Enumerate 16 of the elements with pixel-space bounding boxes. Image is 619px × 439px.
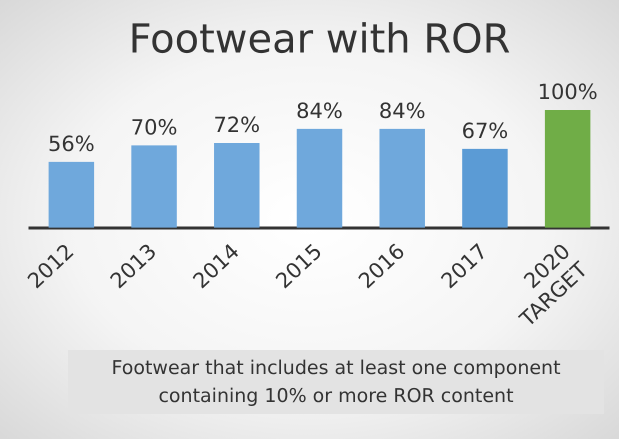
data-label: 67% (462, 118, 508, 143)
data-label: 84% (378, 98, 426, 123)
bar (544, 110, 590, 228)
chart-title: Footwear with ROR (128, 16, 510, 62)
bar (379, 128, 425, 228)
data-label: 72% (213, 112, 260, 137)
bar (462, 148, 508, 228)
bar (296, 128, 342, 228)
data-label: 70% (130, 115, 178, 140)
bar (131, 145, 177, 228)
data-label: 84% (296, 98, 343, 123)
bar (48, 162, 94, 228)
bar (214, 142, 260, 228)
data-label: 100% (538, 80, 598, 104)
text: Footwear that includes at least one component containing 10% or more ROR content (68, 350, 604, 414)
data-label: 56% (48, 132, 95, 156)
